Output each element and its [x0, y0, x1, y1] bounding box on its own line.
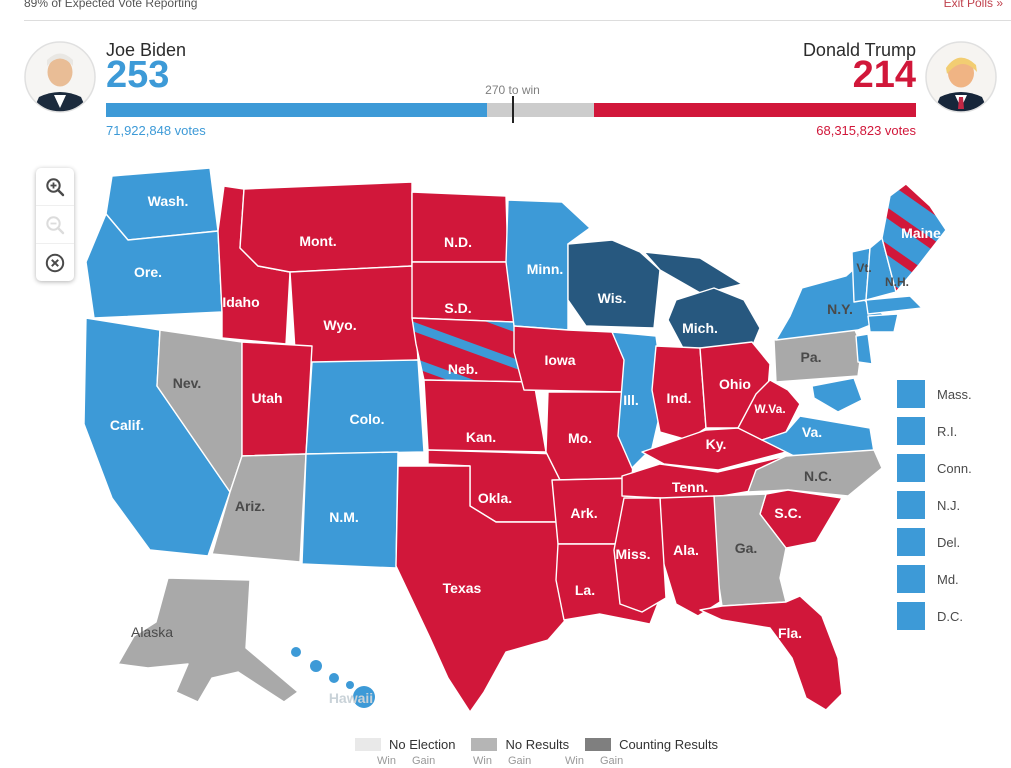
state-mich[interactable] — [667, 287, 761, 353]
state-wis[interactable] — [567, 239, 661, 329]
biden-popular-votes: 71,922,848 votes — [106, 123, 206, 138]
state-colo[interactable] — [305, 359, 425, 455]
legend-item-1: No Results — [471, 737, 569, 752]
small-state-label-ri: R.I. — [937, 423, 958, 439]
small-state-swatch-mass[interactable] — [897, 380, 925, 408]
small-state-row-md: Md. — [897, 565, 972, 593]
zoom-in-button[interactable] — [36, 168, 74, 205]
small-state-label-md: Md. — [937, 571, 959, 587]
win-gain-pair-0: Win Gain — [377, 755, 435, 767]
state-texas[interactable] — [395, 465, 577, 713]
biden-avatar — [24, 41, 96, 113]
circle-x-icon — [45, 253, 65, 272]
state-wash[interactable] — [105, 167, 219, 241]
biden-electoral-count: 253 — [106, 54, 170, 96]
win-gain-pair-1: Win Gain — [473, 755, 531, 767]
win-label: Win — [377, 755, 396, 767]
reset-zoom-button[interactable] — [36, 243, 74, 281]
small-state-row-dc: D.C. — [897, 602, 972, 630]
small-state-swatch-del[interactable] — [897, 528, 925, 556]
biden-portrait-icon — [24, 41, 96, 113]
small-state-label-del: Del. — [937, 534, 961, 550]
small-state-label-dc: D.C. — [937, 608, 963, 624]
state-nc[interactable] — [747, 449, 883, 497]
threshold-tick — [511, 96, 514, 123]
win-gain-pair-2: Win Gain — [565, 755, 623, 767]
small-state-label-mass: Mass. — [937, 386, 972, 402]
small-state-swatch-dc[interactable] — [897, 602, 925, 630]
gain-label: Gain — [507, 755, 532, 767]
small-state-row-del: Del. — [897, 528, 972, 556]
electoral-vote-bar — [106, 103, 916, 117]
small-state-row-conn: Conn. — [897, 454, 972, 482]
legend-label-0: No Election — [389, 737, 456, 752]
bar-dem-segment — [106, 103, 487, 117]
state-md[interactable] — [811, 377, 863, 413]
us-map: Wash. Ore. Calif. Nev. Idaho Mont. Wyo. … — [83, 167, 947, 713]
state-ariz[interactable] — [211, 453, 307, 563]
gain-label: Gain — [599, 755, 624, 767]
legend-swatch-1 — [471, 738, 498, 751]
state-utah[interactable] — [241, 341, 313, 457]
map-legend: No Election No Results Counting Results — [355, 737, 718, 752]
exit-polls-link[interactable]: Exit Polls » — [943, 0, 1003, 10]
map-controls — [36, 168, 74, 281]
bar-rep-segment — [593, 103, 916, 117]
small-states-legend: Mass. R.I. Conn. N.J. Del. Md. D.C. — [897, 380, 972, 639]
trump-portrait-icon — [925, 41, 997, 113]
zoom-out-button[interactable] — [36, 205, 74, 243]
small-state-swatch-conn[interactable] — [897, 454, 925, 482]
state-mont[interactable] — [239, 181, 413, 273]
magnifier-plus-icon — [46, 177, 65, 196]
state-alaska[interactable] — [117, 577, 299, 703]
state-conn[interactable] — [867, 313, 899, 333]
state-ind[interactable] — [651, 345, 707, 441]
threshold-label: 270 to win — [485, 83, 540, 97]
small-state-row-mass: Mass. — [897, 380, 972, 408]
reporting-status: 89% of Expected Vote Reporting — [24, 0, 198, 10]
small-state-row-nj: N.J. — [897, 491, 972, 519]
trump-name: Donald Trump — [802, 40, 916, 60]
small-state-row-ri: R.I. — [897, 417, 972, 445]
state-hawaii[interactable] — [291, 647, 375, 708]
state-ala[interactable] — [659, 495, 721, 617]
trump-popular-votes: 68,315,823 votes — [816, 123, 916, 138]
gain-label: Gain — [411, 755, 436, 767]
legend-item-0: No Election — [355, 737, 455, 752]
magnifier-minus-icon — [46, 215, 65, 234]
legend-item-2: Counting Results — [585, 737, 718, 752]
small-state-label-nj: N.J. — [937, 497, 961, 513]
small-state-swatch-md[interactable] — [897, 565, 925, 593]
state-mich-up[interactable] — [643, 251, 743, 295]
state-mass[interactable] — [865, 295, 923, 315]
state-nm[interactable] — [301, 451, 399, 569]
legend-label-1: No Results — [505, 737, 570, 752]
legend-swatch-0 — [355, 738, 381, 751]
small-state-label-conn: Conn. — [937, 460, 972, 476]
state-iowa[interactable] — [513, 325, 629, 393]
state-maine[interactable] — [881, 183, 947, 293]
state-nj[interactable] — [855, 333, 873, 365]
state-fla[interactable] — [699, 595, 843, 711]
small-state-swatch-nj[interactable] — [897, 491, 925, 519]
topbar-divider — [24, 20, 1011, 21]
win-label: Win — [473, 755, 492, 767]
state-miss[interactable] — [613, 497, 667, 613]
state-kan[interactable] — [423, 379, 547, 453]
trump-avatar — [925, 41, 997, 113]
win-label: Win — [565, 755, 584, 767]
legend-label-2: Counting Results — [619, 737, 719, 752]
state-sd[interactable] — [411, 261, 515, 323]
trump-electoral-count: 214 — [852, 54, 916, 96]
state-nd[interactable] — [411, 191, 509, 263]
small-state-swatch-ri[interactable] — [897, 417, 925, 445]
biden-name: Joe Biden — [106, 40, 187, 60]
legend-swatch-2 — [585, 738, 612, 751]
